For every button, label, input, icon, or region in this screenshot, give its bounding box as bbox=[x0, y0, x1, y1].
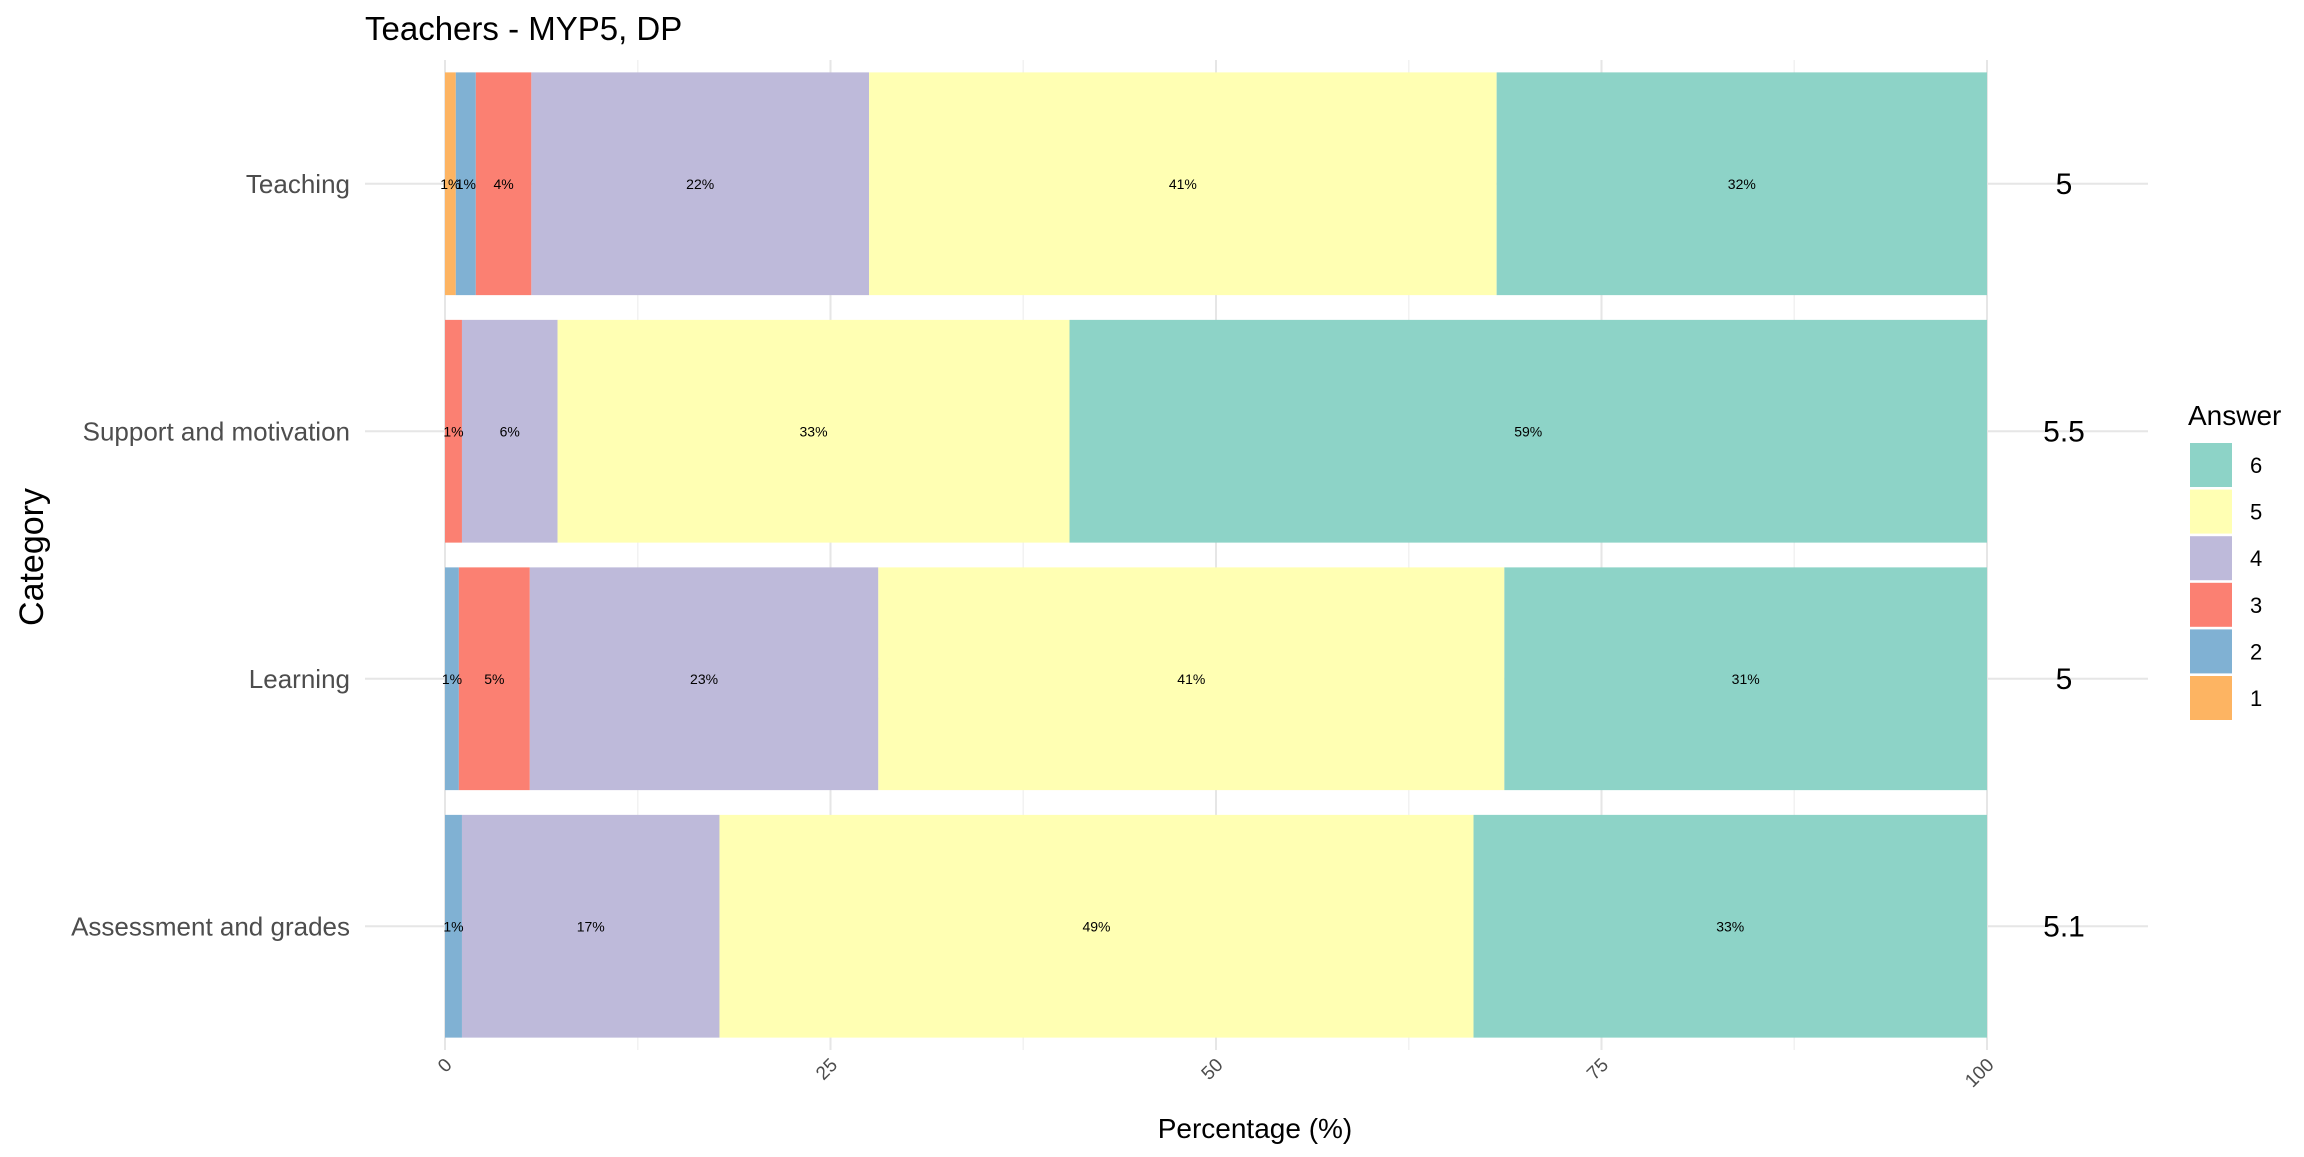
data-label: 49% bbox=[1082, 918, 1110, 934]
data-label: 23% bbox=[690, 671, 718, 687]
bar-segment-learning-answer-3 bbox=[458, 567, 530, 791]
data-label: 1% bbox=[440, 176, 460, 192]
bar-segment-assessment-and-grades-answer-6 bbox=[1473, 814, 1987, 1038]
data-label: 41% bbox=[1177, 671, 1205, 687]
bar-segment-support-and-motivation-answer-4 bbox=[461, 319, 558, 543]
data-label: 1% bbox=[442, 671, 462, 687]
y-tick-label: Teaching bbox=[246, 169, 350, 199]
data-label: 22% bbox=[686, 176, 714, 192]
bar-segment-assessment-and-grades-answer-2 bbox=[445, 814, 462, 1038]
data-label: 33% bbox=[1716, 918, 1744, 934]
x-tick-label: 25 bbox=[812, 1055, 842, 1085]
bar-segment-learning-answer-2 bbox=[445, 567, 459, 791]
segment-labels-layer: 1%1% 4% 22% 41% 32%1% 6% 33% 59%1% 5% 23% 41% 31%1%… bbox=[440, 176, 1759, 935]
data-label: 31% bbox=[1732, 671, 1760, 687]
legend-key-5 bbox=[2190, 489, 2232, 534]
legend-label-5: 5 bbox=[2250, 500, 2262, 525]
legend-key-2 bbox=[2190, 629, 2232, 674]
legend-label-3: 3 bbox=[2250, 593, 2262, 618]
bar-segment-support-and-motivation-answer-5 bbox=[557, 319, 1070, 543]
bar-segment-teaching-answer-3 bbox=[475, 72, 532, 296]
legend-label-2: 2 bbox=[2250, 639, 2262, 664]
legend-label-4: 4 bbox=[2250, 546, 2262, 571]
legend-title: Answer bbox=[2188, 400, 2281, 431]
data-label: 59% bbox=[1514, 423, 1542, 439]
data-label: 33% bbox=[800, 423, 828, 439]
bar-segment-learning-answer-6 bbox=[1504, 567, 1987, 791]
data-label: 1% bbox=[443, 423, 463, 439]
mean-value-label: 5 bbox=[2056, 663, 2073, 696]
legend-key-3 bbox=[2190, 582, 2232, 627]
data-label: 41% bbox=[1169, 176, 1197, 192]
bar-segment-support-and-motivation-answer-6 bbox=[1069, 319, 1987, 543]
y-tick-label: Assessment and grades bbox=[71, 911, 350, 941]
legend-key-1 bbox=[2190, 676, 2232, 720]
bar-segment-learning-answer-5 bbox=[878, 567, 1505, 791]
x-tick-label: 0 bbox=[434, 1055, 456, 1077]
data-label: 4% bbox=[493, 176, 513, 192]
bar-segment-assessment-and-grades-answer-5 bbox=[719, 814, 1474, 1038]
mean-value-label: 5 bbox=[2056, 168, 2073, 201]
data-label: 6% bbox=[500, 423, 520, 439]
chart-title: Teachers - MYP5, DP bbox=[365, 10, 682, 47]
data-label: 1% bbox=[456, 176, 476, 192]
data-label: 17% bbox=[577, 918, 605, 934]
legend-label-6: 6 bbox=[2250, 453, 2262, 478]
x-axis-title: Percentage (%) bbox=[1158, 1113, 1353, 1144]
y-tick-label: Support and motivation bbox=[83, 416, 350, 446]
bar-segment-teaching-answer-6 bbox=[1496, 72, 1987, 296]
y-tick-label: Learning bbox=[249, 664, 350, 694]
legend-label-1: 1 bbox=[2250, 686, 2262, 711]
bar-segment-teaching-answer-2 bbox=[455, 72, 476, 296]
x-tick-label: 50 bbox=[1198, 1055, 1228, 1085]
data-label: 32% bbox=[1728, 176, 1756, 192]
bar-segment-learning-answer-4 bbox=[529, 567, 879, 791]
legend-key-6 bbox=[2190, 443, 2232, 487]
legend-key-4 bbox=[2190, 536, 2232, 581]
bar-segment-support-and-motivation-answer-3 bbox=[445, 319, 462, 543]
y-axis-title: Category bbox=[13, 488, 51, 626]
bar-segment-teaching-answer-1 bbox=[445, 72, 456, 296]
bars-layer bbox=[445, 72, 1987, 1038]
bar-segment-teaching-answer-5 bbox=[869, 72, 1497, 296]
mean-value-label: 5.1 bbox=[2043, 910, 2085, 943]
legend: Answer 6 5 4 3 2 1 bbox=[2188, 400, 2281, 720]
x-tick-label: 75 bbox=[1583, 1055, 1613, 1085]
data-label: 1% bbox=[443, 918, 463, 934]
bar-segment-teaching-answer-4 bbox=[531, 72, 870, 296]
bar-segment-assessment-and-grades-answer-4 bbox=[461, 814, 720, 1038]
x-tick-label: 100 bbox=[1961, 1055, 1998, 1092]
mean-value-label: 5.5 bbox=[2043, 415, 2085, 448]
data-label: 5% bbox=[484, 671, 504, 687]
